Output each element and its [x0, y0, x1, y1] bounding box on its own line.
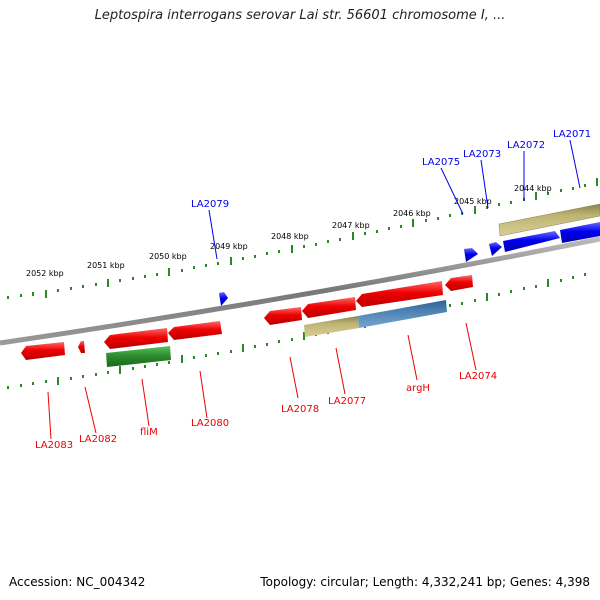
kbp-label: 2044 kbp	[514, 184, 552, 193]
kbp-label: 2052 kbp	[26, 269, 64, 278]
map-title: Leptospira interrogans serovar Lai str. …	[94, 8, 506, 23]
gene-label-LA2072[interactable]: LA2072	[507, 140, 545, 151]
gene-olive-upper[interactable]	[498, 203, 600, 237]
gene-label-LA2073[interactable]: LA2073	[463, 149, 501, 160]
gene-arrow-LA2072[interactable]	[503, 231, 560, 252]
kbp-label: 2049 kbp	[210, 242, 248, 251]
genome-summary-text: Topology: circular; Length: 4,332,241 bp…	[260, 575, 590, 589]
gene-arrow-argH[interactable]	[356, 281, 443, 307]
gene-arrow-LA2073[interactable]	[489, 242, 502, 256]
kbp-label: 2051 kbp	[87, 261, 125, 270]
bottom-leader-lines	[47, 322, 477, 440]
gene-label-LA2082[interactable]: LA2082	[79, 434, 117, 445]
gene-label-LA2083[interactable]: LA2083	[35, 440, 73, 451]
chromosome-backbone	[0, 236, 600, 346]
gene-arrow-LA2083[interactable]	[21, 342, 65, 360]
gene-label-LA2080[interactable]: LA2080	[191, 418, 229, 429]
gene-label-fliM[interactable]: fliM	[140, 427, 158, 438]
kbp-label: 2047 kbp	[332, 221, 370, 230]
kbp-label: 2050 kbp	[149, 252, 187, 261]
top-gene-labels: LA2079 LA2075 LA2073 LA2072 LA2071	[191, 129, 591, 210]
kbp-label: 2045 kbp	[454, 197, 492, 206]
top-leader-lines	[208, 139, 581, 260]
gene-arrow-LA2077[interactable]	[302, 297, 356, 318]
accession-text: Accession: NC_004342	[9, 575, 146, 589]
gene-arrow-LA2075[interactable]	[464, 248, 478, 262]
gene-green-fliM[interactable]	[106, 346, 171, 367]
gene-olive-lower[interactable]	[304, 316, 359, 337]
gene-label-LA2071[interactable]: LA2071	[553, 129, 591, 140]
gene-label-LA2074[interactable]: LA2074	[459, 371, 497, 382]
gene-arrow-LA2080[interactable]	[168, 321, 222, 340]
gene-label-LA2075[interactable]: LA2075	[422, 157, 460, 168]
gene-label-LA2078[interactable]: LA2078	[281, 404, 319, 415]
kbp-label: 2046 kbp	[393, 209, 431, 218]
kbp-labels: 2052 kbp 2051 kbp 2050 kbp 2049 kbp 2048…	[26, 184, 552, 278]
upper-ruler	[7, 178, 598, 299]
bottom-gene-labels: LA2083 LA2082 fliM LA2080 LA2078 LA2077 …	[35, 371, 497, 451]
gene-label-LA2077[interactable]: LA2077	[328, 396, 366, 407]
gene-arrow-LA2078[interactable]	[264, 307, 302, 325]
gene-arrow-LA2079[interactable]	[219, 292, 228, 306]
middle-track-genes	[21, 275, 473, 360]
gene-label-LA2079[interactable]: LA2079	[191, 199, 229, 210]
lower-track-genes	[106, 300, 447, 367]
gene-label-argH[interactable]: argH	[406, 383, 430, 394]
upper-track-genes	[219, 203, 600, 306]
gene-arrow-fliM[interactable]	[104, 328, 168, 349]
kbp-label: 2048 kbp	[271, 232, 309, 241]
gene-arrow-LA2082[interactable]	[78, 341, 85, 353]
gene-arrow-LA2071[interactable]	[560, 222, 600, 243]
gene-arrow-LA2074[interactable]	[445, 275, 473, 291]
gene-steel-argH[interactable]	[358, 300, 447, 328]
